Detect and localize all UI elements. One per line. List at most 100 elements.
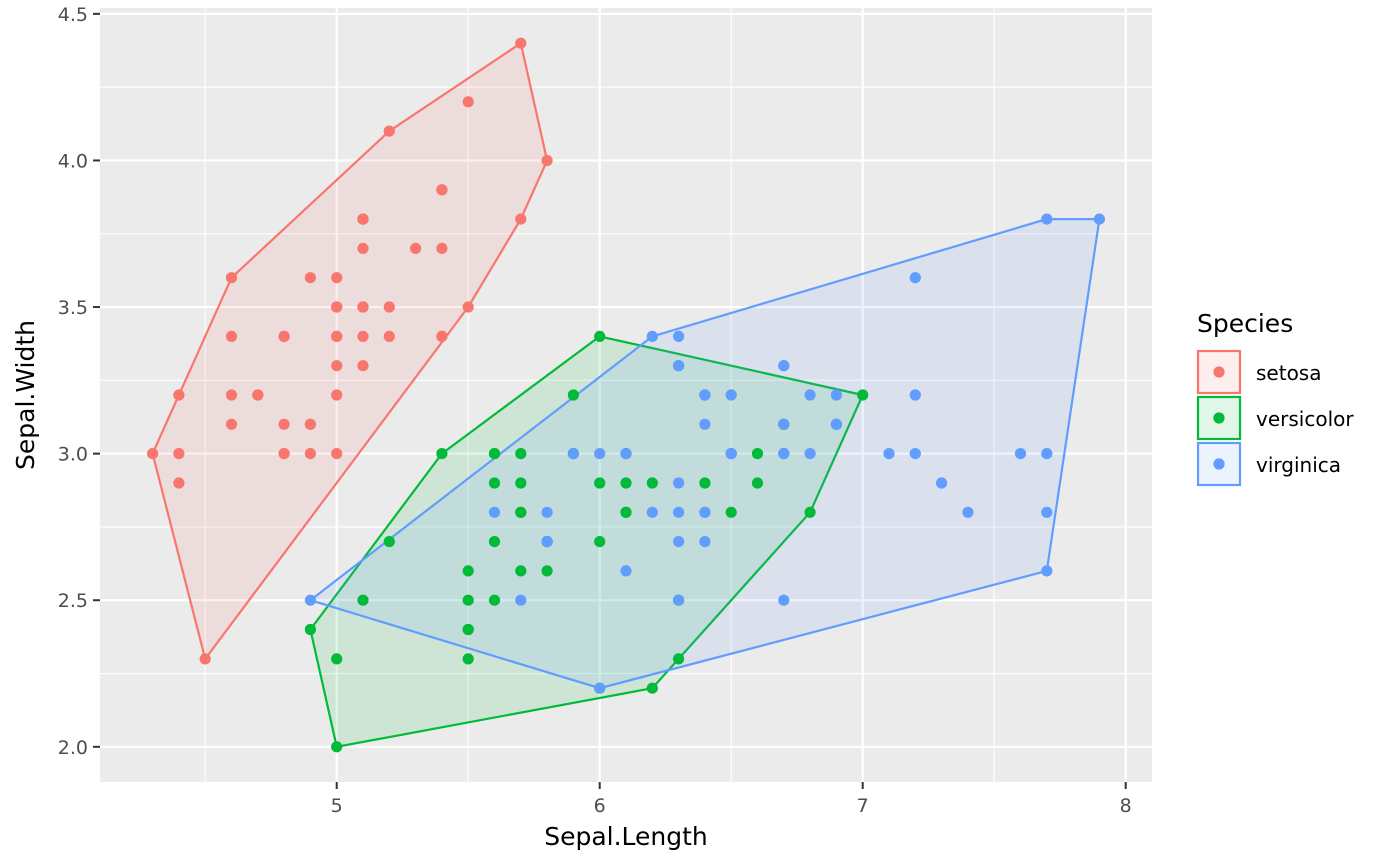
point-setosa xyxy=(383,330,395,342)
point-virginica xyxy=(541,536,553,548)
point-versicolor xyxy=(594,330,606,342)
point-versicolor xyxy=(515,506,527,518)
point-setosa xyxy=(357,360,369,372)
point-virginica xyxy=(909,448,921,460)
point-setosa xyxy=(515,213,527,225)
point-setosa xyxy=(304,418,316,430)
point-virginica xyxy=(594,448,606,460)
point-setosa xyxy=(436,242,448,254)
point-virginica xyxy=(673,536,685,548)
point-versicolor xyxy=(436,448,448,460)
point-setosa xyxy=(173,477,185,489)
legend: Species setosa versicolor virginica xyxy=(1196,309,1354,487)
point-setosa xyxy=(357,213,369,225)
point-virginica xyxy=(962,506,974,518)
point-versicolor xyxy=(567,389,580,401)
point-setosa xyxy=(331,389,343,401)
point-setosa xyxy=(147,448,159,460)
point-setosa xyxy=(331,301,343,313)
point-versicolor xyxy=(488,594,501,606)
point-virginica xyxy=(699,418,711,430)
point-setosa xyxy=(410,242,422,254)
point-setosa xyxy=(225,272,238,284)
point-setosa xyxy=(278,330,290,342)
point-versicolor xyxy=(751,477,764,489)
x-axis-title: Sepal.Length xyxy=(544,822,708,851)
point-setosa xyxy=(304,448,316,460)
hull-polygons xyxy=(151,42,1101,748)
point-versicolor xyxy=(804,506,816,518)
point-setosa xyxy=(304,272,316,284)
point-virginica xyxy=(778,448,790,460)
point-virginica xyxy=(909,272,921,284)
point-setosa xyxy=(173,448,185,460)
point-virginica xyxy=(804,448,816,460)
point-versicolor xyxy=(462,653,474,665)
point-virginica xyxy=(778,418,790,430)
legend-item-versicolor: versicolor xyxy=(1196,395,1354,441)
point-versicolor xyxy=(462,623,474,636)
point-versicolor xyxy=(620,506,632,518)
legend-key-point-versicolor xyxy=(1213,412,1225,424)
point-setosa xyxy=(225,330,238,342)
point-versicolor xyxy=(331,741,343,753)
point-versicolor xyxy=(699,477,711,489)
point-virginica xyxy=(1041,565,1053,577)
y-tick-label: 4.5 xyxy=(58,4,88,26)
point-setosa xyxy=(331,360,343,372)
point-versicolor xyxy=(725,506,737,518)
point-versicolor xyxy=(304,623,316,636)
x-tick-label: 8 xyxy=(1120,795,1132,817)
point-setosa xyxy=(541,154,553,167)
x-tick-label: 5 xyxy=(331,795,343,817)
point-virginica xyxy=(620,448,632,460)
x-tick-label: 6 xyxy=(594,795,606,817)
legend-key-point-virginica xyxy=(1213,458,1225,470)
point-setosa xyxy=(278,418,290,430)
point-versicolor xyxy=(462,594,474,606)
point-virginica xyxy=(830,418,843,430)
point-virginica xyxy=(699,389,711,401)
point-versicolor xyxy=(515,448,527,460)
point-virginica xyxy=(1041,448,1053,460)
point-virginica xyxy=(673,330,685,342)
point-versicolor xyxy=(488,477,501,489)
point-setosa xyxy=(357,330,369,342)
point-virginica xyxy=(646,506,658,518)
point-virginica xyxy=(830,389,843,401)
point-versicolor xyxy=(488,448,501,460)
point-versicolor xyxy=(541,565,553,577)
point-virginica xyxy=(1041,506,1053,518)
point-virginica xyxy=(1093,213,1105,225)
point-versicolor xyxy=(646,682,658,694)
legend-title: Species xyxy=(1197,309,1293,338)
point-virginica xyxy=(620,565,632,577)
point-virginica xyxy=(778,360,790,372)
point-versicolor xyxy=(515,565,527,577)
point-versicolor xyxy=(357,594,369,606)
point-setosa xyxy=(462,96,474,108)
y-axis-title: Sepal.Width xyxy=(11,320,40,470)
y-tick-label: 3.5 xyxy=(58,297,88,319)
point-setosa xyxy=(436,184,448,196)
data-points xyxy=(147,37,1105,753)
point-setosa xyxy=(225,418,238,430)
point-virginica xyxy=(1041,213,1053,225)
legend-key-point-setosa xyxy=(1213,366,1225,378)
point-versicolor xyxy=(620,477,632,489)
x-axis: 5 6 7 8 xyxy=(331,782,1132,817)
point-setosa xyxy=(278,448,290,460)
point-setosa xyxy=(252,389,264,401)
point-setosa xyxy=(199,653,211,665)
point-virginica xyxy=(673,360,685,372)
point-virginica xyxy=(594,682,606,694)
point-virginica xyxy=(646,330,658,342)
x-tick-label: 7 xyxy=(857,795,869,817)
point-virginica xyxy=(699,536,711,548)
point-setosa xyxy=(462,301,474,313)
y-tick-label: 2.5 xyxy=(58,590,88,612)
point-virginica xyxy=(673,477,685,489)
legend-label-setosa: setosa xyxy=(1256,361,1321,385)
point-virginica xyxy=(673,594,685,606)
point-versicolor xyxy=(594,477,606,489)
